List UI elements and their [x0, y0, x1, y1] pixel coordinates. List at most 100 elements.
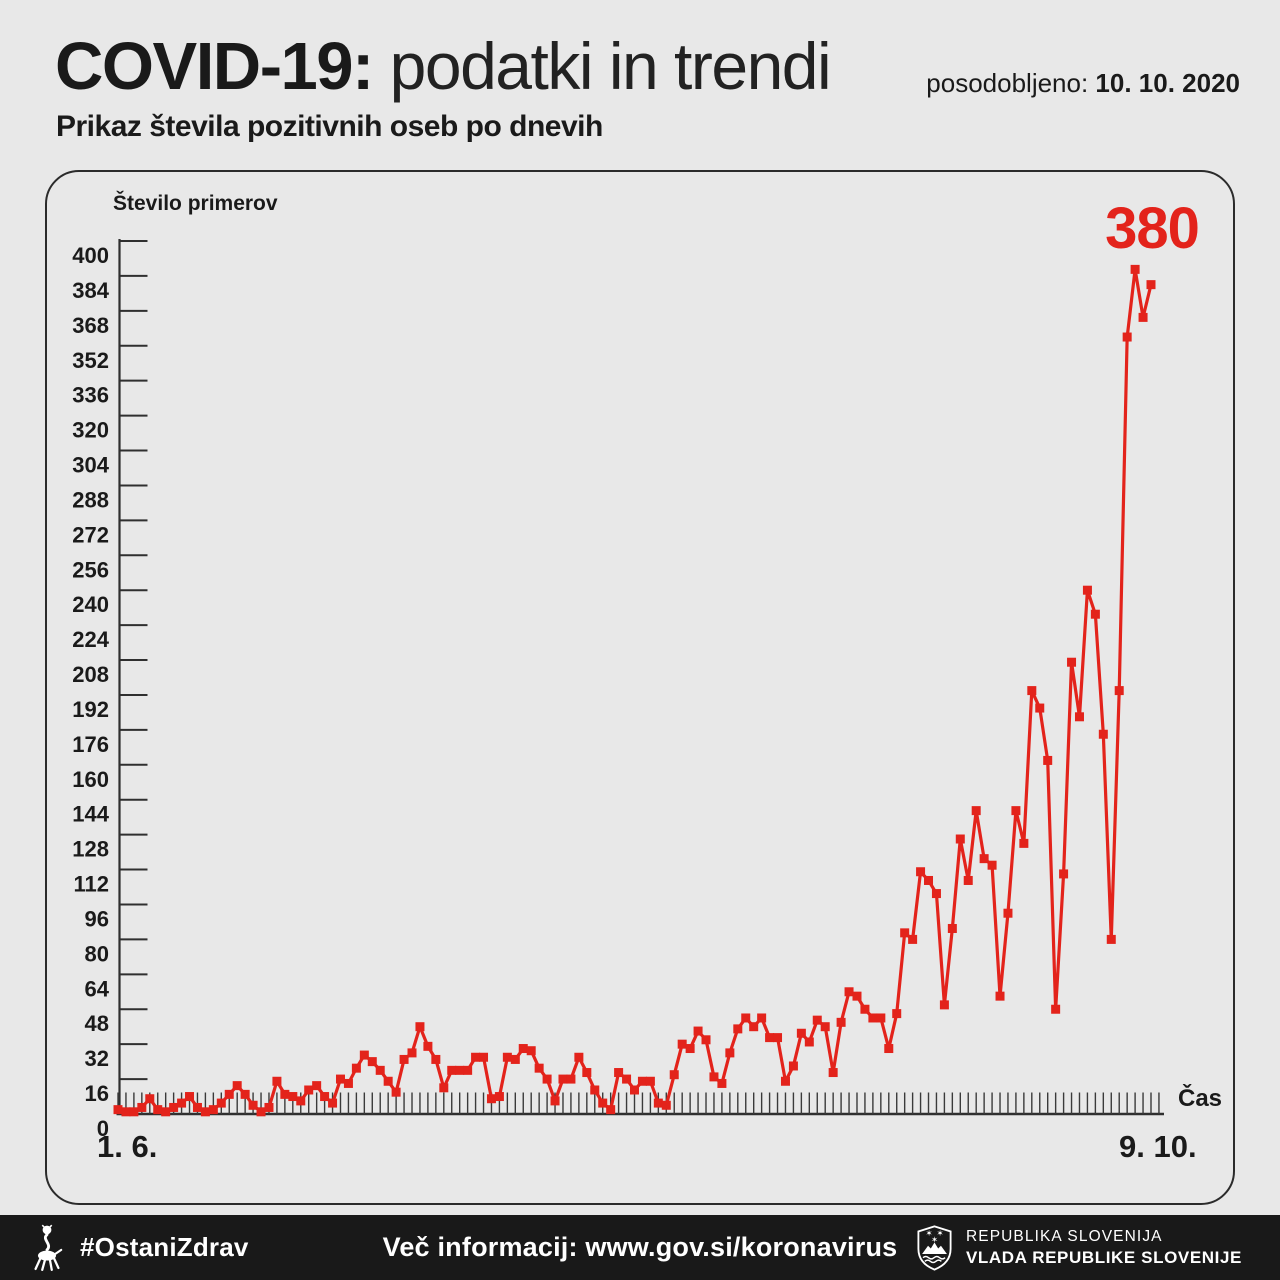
y-axis-title: Število primerov	[113, 192, 278, 215]
data-point	[614, 1068, 624, 1078]
data-point	[447, 1065, 457, 1075]
data-point	[407, 1048, 417, 1058]
data-point	[963, 875, 973, 885]
data-point	[359, 1050, 369, 1060]
data-point	[1090, 609, 1100, 619]
data-point	[1122, 332, 1132, 342]
line-chart: 0 16 32 48 64 80 96 112 128 144 160 176 192 208 224 240…	[72, 239, 1164, 1141]
data-point	[780, 1076, 790, 1086]
y-tick-label: 32	[85, 1046, 109, 1071]
data-point	[335, 1074, 345, 1084]
data-point	[288, 1092, 298, 1102]
y-tick-label: 304	[72, 453, 109, 478]
data-point	[693, 1026, 703, 1036]
data-point	[884, 1044, 894, 1054]
y-tick-label: 64	[85, 976, 110, 1001]
footer-government-block: ✶ ✶ ✶ REPUBLIKA SLOVENIJA VLADA REPUBLIK…	[916, 1215, 1242, 1280]
data-point	[765, 1033, 775, 1043]
data-point	[280, 1089, 290, 1099]
data-point	[1067, 657, 1077, 667]
data-point	[1019, 838, 1029, 848]
footer-info-text: Več informacij: www.gov.si/koronavirus	[382, 1232, 898, 1262]
data-point	[661, 1100, 671, 1110]
data-point	[296, 1096, 306, 1106]
data-point	[844, 987, 854, 997]
slovenia-coat-of-arms-icon: ✶ ✶ ✶	[917, 1224, 952, 1271]
data-point	[685, 1044, 695, 1054]
data-point	[415, 1022, 425, 1032]
data-point	[264, 1102, 274, 1112]
data-point	[1027, 686, 1037, 696]
data-point	[1082, 585, 1092, 595]
updated-label: posodobljeno:	[926, 68, 1096, 98]
data-point	[1059, 869, 1069, 879]
data-point	[1043, 755, 1053, 765]
data-point	[812, 1015, 822, 1025]
y-tick-label: 176	[72, 732, 109, 757]
data-point	[1146, 280, 1156, 290]
updated-timestamp: posodobljeno: 10. 10. 2020	[926, 68, 1240, 99]
chart-subtitle: Prikaz števila pozitivnih oseb po dnevih	[56, 110, 603, 143]
y-tick-label: 96	[85, 906, 109, 931]
y-tick-label: 320	[72, 418, 109, 443]
data-point	[645, 1076, 655, 1086]
data-point	[383, 1076, 393, 1086]
data-point	[375, 1065, 385, 1075]
updated-date: 10. 10. 2020	[1095, 68, 1240, 98]
coat-star: ✶	[931, 1235, 938, 1244]
data-point	[479, 1052, 489, 1062]
data-point	[550, 1096, 560, 1106]
data-point	[232, 1081, 242, 1091]
data-point	[312, 1081, 322, 1091]
y-tick-label: 16	[85, 1081, 109, 1106]
data-point	[224, 1089, 234, 1099]
latest-value-label: 380	[1105, 196, 1200, 261]
data-point	[200, 1107, 210, 1117]
data-point	[137, 1102, 147, 1112]
y-tick-label: 336	[72, 383, 109, 408]
data-point	[423, 1041, 433, 1051]
data-point	[836, 1017, 846, 1027]
y-tick-label: 224	[72, 627, 109, 652]
data-point	[717, 1078, 727, 1088]
y-tick-label: 0	[97, 1116, 109, 1141]
data-point	[240, 1089, 250, 1099]
data-point	[566, 1074, 576, 1084]
data-point	[669, 1070, 679, 1080]
campaign-hashtag: #OstaniZdrav	[80, 1232, 249, 1262]
y-tick-label: 208	[72, 662, 109, 687]
data-point	[574, 1052, 584, 1062]
data-point	[1035, 703, 1045, 713]
data-point	[256, 1107, 266, 1117]
data-point	[145, 1094, 155, 1104]
data-point	[1074, 712, 1084, 722]
data-point	[701, 1035, 711, 1045]
data-point	[892, 1009, 902, 1019]
data-point	[900, 928, 910, 938]
data-point	[534, 1063, 544, 1073]
data-point	[328, 1098, 338, 1108]
data-point	[455, 1065, 465, 1075]
data-point	[494, 1092, 504, 1102]
ostani-zdrav-mascot-icon	[34, 1224, 63, 1271]
data-point	[471, 1052, 481, 1062]
x-axis-end-label: 9. 10.	[1119, 1129, 1197, 1164]
data-point	[129, 1107, 139, 1117]
y-tick-label: 368	[72, 313, 109, 338]
data-point	[622, 1074, 632, 1084]
data-point	[606, 1105, 616, 1115]
data-point	[216, 1098, 226, 1108]
y-tick-label: 288	[72, 487, 109, 512]
data-point	[637, 1076, 647, 1086]
data-point	[542, 1074, 552, 1084]
data-point	[852, 991, 862, 1001]
data-point	[653, 1098, 663, 1108]
data-point	[161, 1107, 171, 1117]
data-point	[153, 1105, 163, 1115]
data-point	[590, 1085, 600, 1095]
x-axis-title: Čas	[1178, 1085, 1223, 1112]
data-point	[367, 1057, 377, 1067]
data-point	[177, 1098, 187, 1108]
data-point	[248, 1100, 258, 1110]
